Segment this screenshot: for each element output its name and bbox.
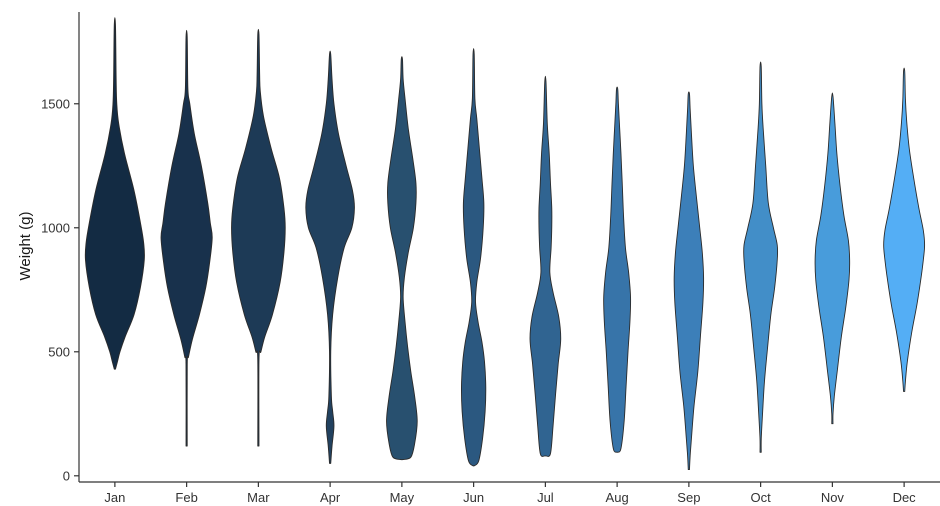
y-tick-label: 1000 <box>41 220 70 235</box>
violin-mar <box>231 28 286 447</box>
x-tick-label-may: May <box>390 490 415 505</box>
x-tick-label-feb: Feb <box>175 490 197 505</box>
violin-sep <box>673 91 705 471</box>
violin-dec <box>883 67 926 392</box>
x-tick-label-apr: Apr <box>320 490 341 505</box>
violin-aug <box>603 86 632 453</box>
violin-jun <box>460 48 487 467</box>
violin-apr <box>305 50 355 464</box>
x-tick-label-jun: Jun <box>463 490 484 505</box>
x-tick-label-aug: Aug <box>606 490 629 505</box>
y-axis-title: Weight (g) <box>17 212 34 281</box>
violin-nov <box>814 92 851 425</box>
x-tick-label-mar: Mar <box>247 490 270 505</box>
y-tick-label: 500 <box>48 344 70 359</box>
violin-jan <box>84 17 145 370</box>
x-tick-label-jul: Jul <box>537 490 554 505</box>
x-tick-label-jan: Jan <box>104 490 125 505</box>
x-tick-label-sep: Sep <box>677 490 700 505</box>
violin-jul <box>529 75 562 457</box>
x-tick-label-oct: Oct <box>751 490 772 505</box>
x-tick-label-nov: Nov <box>821 490 845 505</box>
y-tick-label: 0 <box>63 468 70 483</box>
violin-group <box>84 17 926 471</box>
x-axis-ticks: Jan Feb Mar Apr May Jun Jul Aug Sep Oct Nov Dec <box>104 482 916 505</box>
violin-oct <box>743 61 779 453</box>
y-axis-ticks: 0 500 1000 1500 <box>41 96 79 483</box>
violin-feb <box>160 29 213 447</box>
y-tick-label: 1500 <box>41 96 70 111</box>
violin-may <box>386 56 418 461</box>
x-tick-label-dec: Dec <box>893 490 917 505</box>
